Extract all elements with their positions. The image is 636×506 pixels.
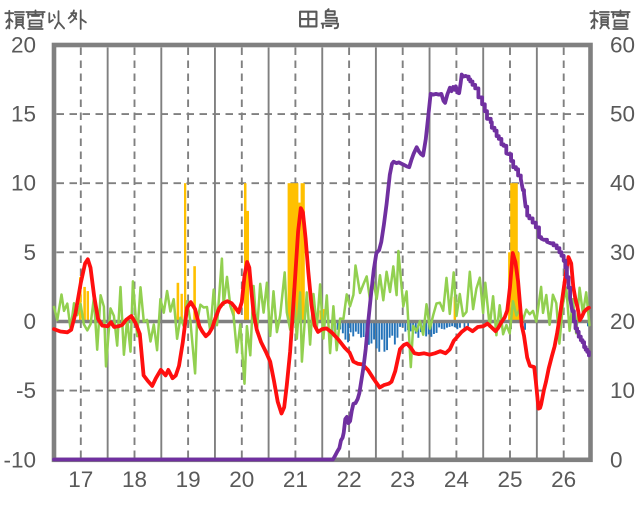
svg-text:0: 0: [610, 447, 623, 472]
svg-text:20: 20: [610, 309, 635, 334]
svg-text:25: 25: [497, 467, 522, 492]
svg-text:30: 30: [610, 240, 635, 265]
svg-text:10: 10: [11, 171, 36, 196]
svg-text:21: 21: [283, 467, 308, 492]
svg-text:5: 5: [23, 240, 36, 265]
svg-text:-10: -10: [3, 447, 36, 472]
svg-text:60: 60: [610, 32, 635, 57]
svg-text:0: 0: [23, 309, 36, 334]
svg-text:23: 23: [390, 467, 415, 492]
svg-text:26: 26: [551, 467, 576, 492]
svg-text:17: 17: [68, 467, 93, 492]
svg-text:-5: -5: [16, 378, 36, 403]
svg-text:40: 40: [610, 171, 635, 196]
svg-text:22: 22: [337, 467, 362, 492]
svg-text:20: 20: [229, 467, 254, 492]
svg-text:18: 18: [122, 467, 147, 492]
svg-text:10: 10: [610, 378, 635, 403]
svg-text:15: 15: [11, 102, 36, 127]
svg-text:19: 19: [176, 467, 201, 492]
svg-text:24: 24: [444, 467, 469, 492]
svg-text:20: 20: [11, 32, 36, 57]
svg-text:50: 50: [610, 102, 635, 127]
